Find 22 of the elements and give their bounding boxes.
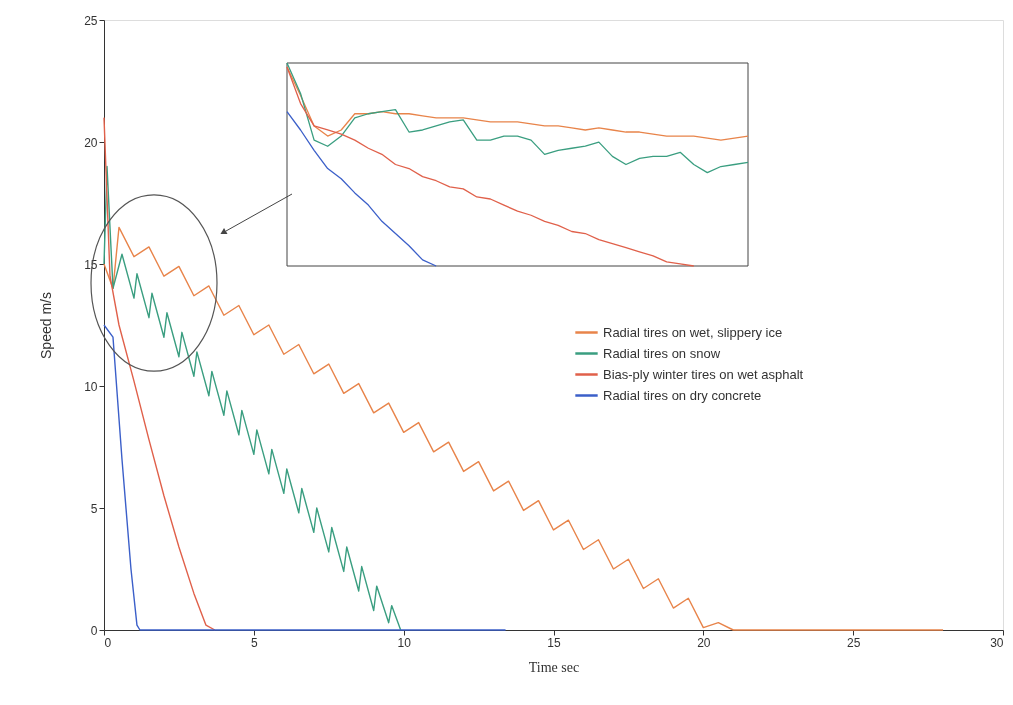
legend-label: Radial tires on wet, slippery ice: [603, 324, 783, 340]
y-tick-label: 25: [84, 13, 98, 28]
y-tick-label: 20: [84, 135, 98, 150]
x-tick-label: 15: [547, 635, 561, 650]
x-tick-label: 20: [697, 635, 711, 650]
legend-label: Bias-ply winter tires on wet asphalt: [603, 366, 804, 382]
line-series: [103, 226, 944, 631]
y-tick-label: 10: [84, 379, 98, 394]
y-tick-label: 0: [90, 623, 98, 638]
line-series: [103, 165, 402, 631]
y-tick-label: 5: [90, 501, 98, 516]
line-series: [103, 324, 507, 631]
x-tick-label: 0: [104, 635, 112, 650]
line-series: [103, 116, 216, 631]
x-tick-label: 25: [846, 635, 861, 650]
x-tick-label: 30: [990, 635, 1004, 650]
legend-label: Radial tires on snow: [603, 345, 721, 361]
x-tick-label: 10: [397, 635, 412, 650]
x-axis-title: Time sec: [528, 659, 580, 675]
legend-label: Radial tires on dry concrete: [603, 387, 762, 403]
x-tick-label: 5: [250, 635, 258, 650]
y-axis-title: Speed m/s: [38, 292, 55, 359]
